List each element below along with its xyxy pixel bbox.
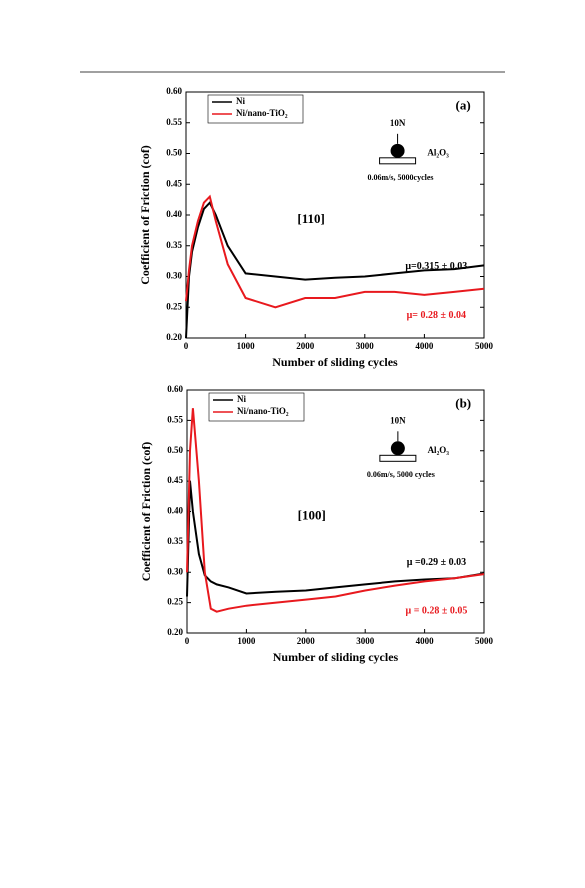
legend-label: Ni xyxy=(236,96,245,106)
x-tick-label: 4000 xyxy=(416,636,435,646)
y-tick-label: 0.40 xyxy=(166,209,182,219)
annotation: μ= 0.28 ± 0.04 xyxy=(407,310,466,321)
legend-label: Ni/nano-TiO₂ xyxy=(236,108,288,118)
annotation: 0.06m/s, 5000 cycles xyxy=(367,470,435,479)
y-tick-label: 0.60 xyxy=(166,86,182,96)
y-tick-label: 0.30 xyxy=(166,271,182,281)
x-tick-label: 5000 xyxy=(475,636,494,646)
annotation: (b) xyxy=(455,396,471,411)
y-tick-label: 0.40 xyxy=(167,506,183,516)
x-tick-label: 0 xyxy=(185,636,190,646)
series-line xyxy=(186,408,485,613)
y-tick-label: 0.30 xyxy=(167,566,183,576)
legend-label: Ni xyxy=(237,394,246,404)
annotation: 10N xyxy=(390,416,406,426)
y-tick-label: 0.35 xyxy=(166,240,182,250)
y-tick-label: 0.25 xyxy=(167,597,183,607)
annotation: μ = 0.28 ± 0.05 xyxy=(406,605,468,616)
y-tick-label: 0.20 xyxy=(167,627,183,637)
annotation: Al₂O₃ xyxy=(427,148,449,158)
annotation: [100] xyxy=(298,507,326,522)
x-tick-label: 2000 xyxy=(297,636,316,646)
y-axis-label: Coefficient of Friction (cof) xyxy=(139,442,153,582)
y-tick-label: 0.45 xyxy=(166,178,182,188)
x-axis-label: Number of sliding cycles xyxy=(273,650,399,664)
x-tick-label: 2000 xyxy=(296,341,315,351)
ball xyxy=(390,143,405,158)
plot-frame xyxy=(185,91,485,339)
x-tick-label: 1000 xyxy=(237,636,256,646)
x-axis-label: Number of sliding cycles xyxy=(272,355,398,369)
series-line xyxy=(186,481,485,597)
annotation: [110] xyxy=(297,211,324,226)
annotation: (a) xyxy=(456,98,471,113)
disc xyxy=(379,157,417,165)
x-tick-label: 3000 xyxy=(356,636,375,646)
legend-box xyxy=(207,94,304,124)
annotation: μ=0.315 ± 0.03 xyxy=(405,261,467,272)
y-tick-label: 0.60 xyxy=(167,384,183,394)
y-axis-label: Coefficient of Friction (cof) xyxy=(138,145,152,285)
chart: 0.20 0.25 0.30 0.35 0.40 0.45 0.50 0.55 0.60 0 100… xyxy=(138,86,494,369)
y-tick-label: 0.50 xyxy=(167,445,183,455)
legend-label: Ni/nano-TiO₂ xyxy=(237,406,289,416)
x-tick-label: 1000 xyxy=(237,341,256,351)
chart: 0.20 0.25 0.30 0.35 0.40 0.45 0.50 0.55 0.60 0 100… xyxy=(139,384,494,664)
x-tick-label: 5000 xyxy=(475,341,494,351)
y-tick-label: 0.35 xyxy=(167,536,183,546)
annotation: μ =0.29 ± 0.03 xyxy=(407,557,466,568)
x-tick-label: 3000 xyxy=(356,341,375,351)
x-tick-label: 4000 xyxy=(415,341,434,351)
x-tick-label: 0 xyxy=(184,341,189,351)
series-line xyxy=(185,200,485,339)
y-tick-label: 0.55 xyxy=(167,414,183,424)
y-tick-label: 0.20 xyxy=(166,332,182,342)
annotation: Al₂O₃ xyxy=(428,445,450,455)
annotation: 0.06m/s, 5000cycles xyxy=(368,173,434,182)
disc xyxy=(379,454,417,462)
annotation: 10N xyxy=(390,118,406,128)
series-line xyxy=(185,194,485,309)
y-tick-label: 0.45 xyxy=(167,475,183,485)
y-tick-label: 0.50 xyxy=(166,148,182,158)
ball xyxy=(390,441,405,456)
y-tick-label: 0.25 xyxy=(166,301,182,311)
y-tick-label: 0.55 xyxy=(166,117,182,127)
legend-box xyxy=(208,392,305,422)
